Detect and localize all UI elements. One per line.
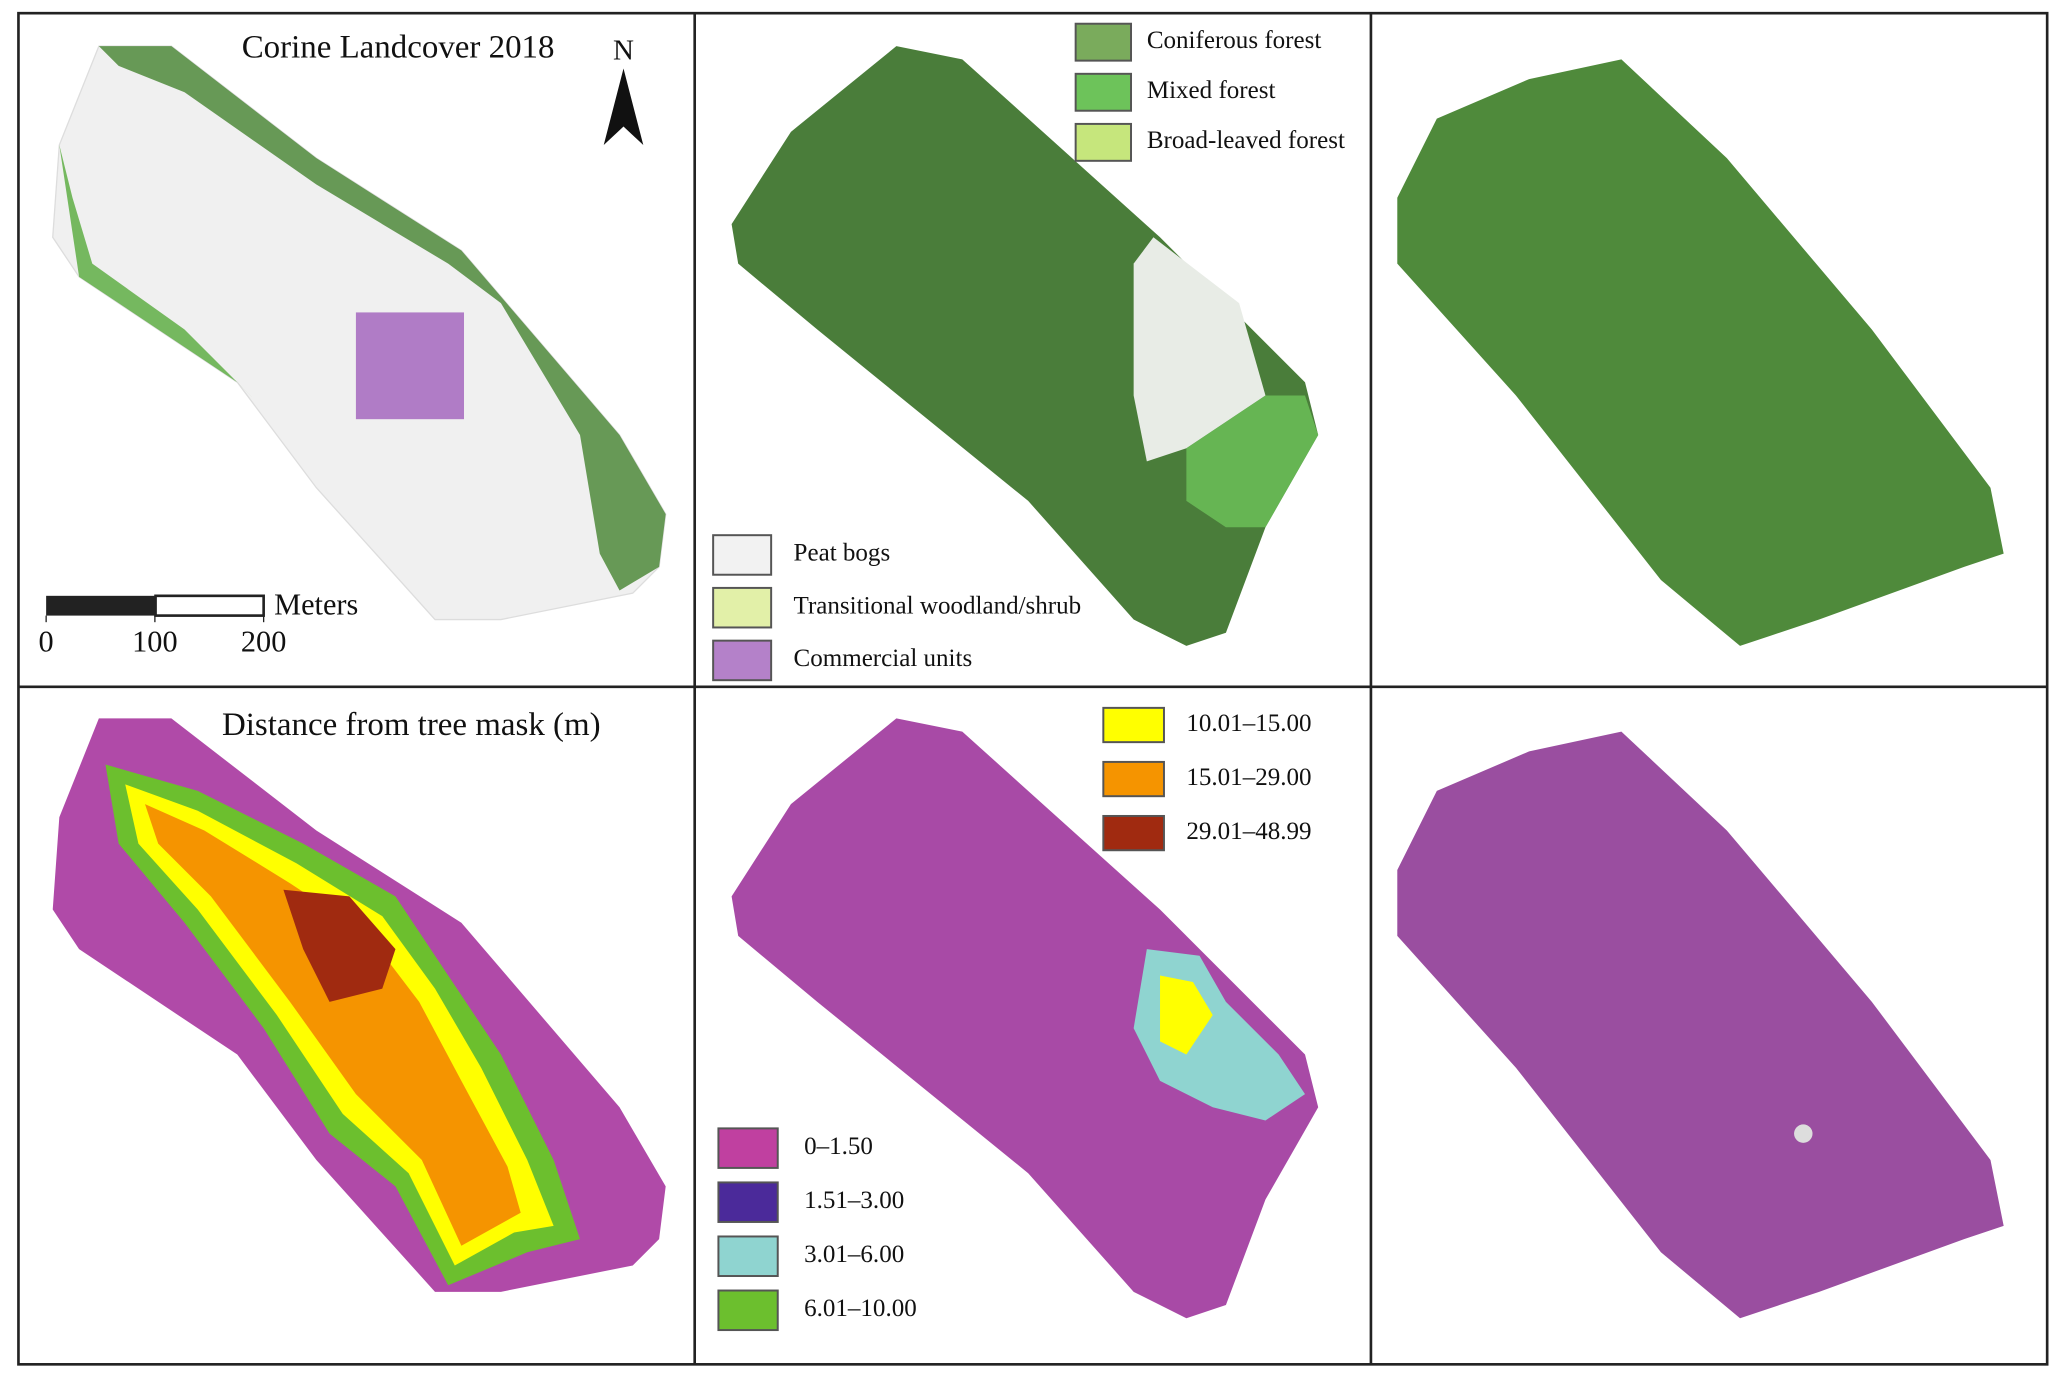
distance-zone (283, 889, 396, 1002)
forest-cover (1186, 395, 1319, 528)
legend-label: 1.51–3.00 (804, 1187, 904, 1214)
legend-label: 15.01–29.00 (1186, 764, 1311, 791)
frame (17, 11, 2049, 1366)
legend-label: Broad-leaved forest (1147, 127, 1345, 154)
site-area (1397, 731, 2004, 1319)
legend-label: 3.01–6.00 (804, 1241, 904, 1268)
north-label: N (613, 34, 634, 66)
legend-swatch (717, 1181, 779, 1223)
north-arrow (603, 68, 644, 146)
legend-label: 10.01–15.00 (1186, 710, 1311, 737)
panel-title: Corine Landcover 2018 (242, 30, 555, 66)
forest-cover (59, 145, 264, 409)
legend-swatch (1074, 22, 1133, 62)
scale-tick-label: 200 (241, 625, 286, 659)
clearing (1794, 1124, 1813, 1143)
peat-bog-area (1133, 237, 1266, 462)
figure-body: Corine Landcover 2018 N Meters Distance … (17, 11, 2049, 1366)
distance-zone (1160, 975, 1213, 1055)
legend-swatch (712, 639, 773, 682)
legend-swatch (717, 1127, 779, 1169)
legend-swatch (1102, 760, 1165, 798)
legend-swatch (1102, 706, 1165, 744)
legend-swatch (1074, 122, 1133, 162)
legend-label: Peat bogs (794, 540, 891, 567)
legend-swatch (712, 534, 773, 576)
legend-label: Mixed forest (1147, 77, 1276, 104)
legend-label: 6.01–10.00 (804, 1295, 917, 1322)
scale-tick-label: 100 (132, 625, 177, 659)
scale-unit: Meters (274, 588, 358, 622)
legend-label: 0–1.50 (804, 1133, 873, 1160)
legend-label: 29.01–48.99 (1186, 818, 1311, 845)
legend-swatch (1074, 72, 1133, 112)
legend-swatch (717, 1235, 779, 1278)
legend-label: Coniferous forest (1147, 27, 1322, 54)
legend-label: Commercial units (794, 645, 973, 672)
legend-swatch (712, 586, 773, 629)
site-area (1397, 59, 2004, 646)
site-area (731, 46, 1319, 646)
legend-label: Transitional woodland/shrub (794, 592, 1082, 619)
scale-bar (154, 594, 265, 617)
site-area (731, 718, 1319, 1319)
legend-swatch (1102, 814, 1165, 852)
distance-zone (145, 804, 521, 1246)
scale-tick-label: 0 (39, 625, 54, 659)
forest-cover (98, 46, 666, 591)
panel-title: Distance from tree mask (m) (222, 707, 601, 743)
legend-swatch (717, 1289, 779, 1332)
commercial-area (355, 312, 465, 420)
scale-bar (46, 595, 156, 616)
